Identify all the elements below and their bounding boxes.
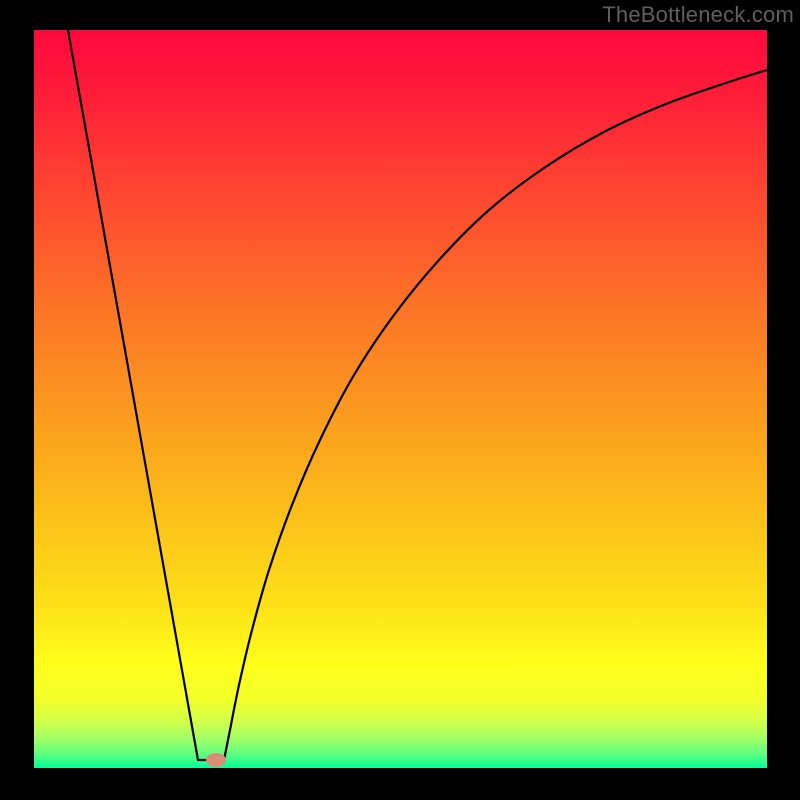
curve-left-segment [68,30,198,760]
curve-layer [34,30,767,768]
watermark-text: TheBottleneck.com [602,2,794,28]
chart-stage: { "canvas": { "width": 800, "height": 80… [0,0,800,800]
frame-left [0,0,34,800]
curve-right-segment [224,70,767,760]
bottleneck-marker [206,753,226,767]
plot-area [34,30,767,768]
frame-bottom [0,768,800,800]
frame-right [767,0,800,800]
